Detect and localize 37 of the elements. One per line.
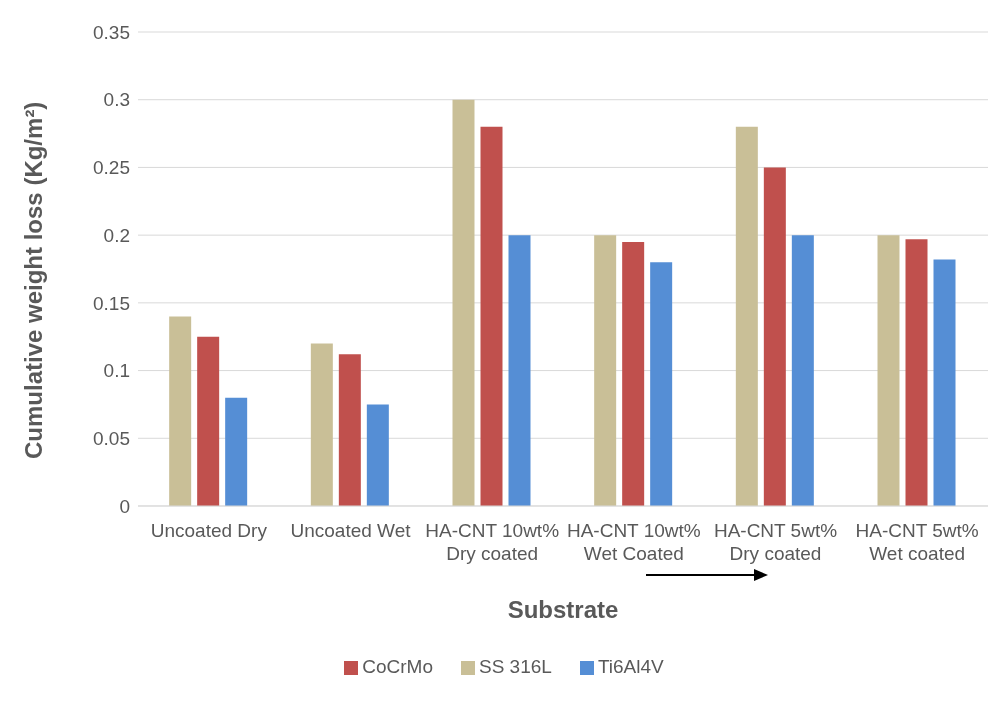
bar xyxy=(310,343,333,506)
x-tick-label: HA-CNT 10wt% Wet Coated xyxy=(566,520,701,564)
bar xyxy=(877,235,900,506)
y-tick-label: 0.25 xyxy=(93,157,130,179)
x-tick-label: Uncoated Dry xyxy=(150,520,268,542)
y-tick-label: 0.3 xyxy=(103,89,130,111)
bar xyxy=(197,336,220,506)
x-tick-label: Uncoated Wet xyxy=(290,520,412,542)
legend-label: CoCrMo xyxy=(362,656,433,677)
bar xyxy=(933,259,956,506)
bar xyxy=(735,126,758,506)
bar xyxy=(366,404,389,506)
bar xyxy=(763,167,786,506)
x-tick-label: HA-CNT 10wt% Dry coated xyxy=(425,520,560,564)
bar xyxy=(594,235,617,506)
bar xyxy=(905,239,928,506)
bar xyxy=(452,99,475,506)
bar xyxy=(508,235,531,506)
legend-label: SS 316L xyxy=(479,656,552,677)
bar xyxy=(622,241,645,506)
bar xyxy=(169,316,192,506)
y-tick-label: 0.35 xyxy=(93,21,130,43)
y-tick-label: 0.05 xyxy=(93,428,130,450)
y-tick-label: 0.15 xyxy=(93,292,130,314)
y-axis-title: Cumulative weight loss (Kg/m²) xyxy=(19,101,47,459)
x-axis-title: Substrate xyxy=(507,596,619,623)
bar xyxy=(480,126,503,506)
y-tick-label: 0.1 xyxy=(103,360,130,382)
bar xyxy=(791,235,814,506)
bar xyxy=(650,262,673,506)
x-tick-label: HA-CNT 5wt% Dry coated xyxy=(713,520,838,564)
bar xyxy=(225,397,248,506)
x-tick-label: HA-CNT 5wt% Wet coated xyxy=(855,520,979,564)
bar xyxy=(338,354,361,506)
y-tick-label: 0 xyxy=(119,495,130,517)
y-tick-label: 0.2 xyxy=(103,224,130,246)
legend-label: Ti6Al4V xyxy=(597,656,664,677)
